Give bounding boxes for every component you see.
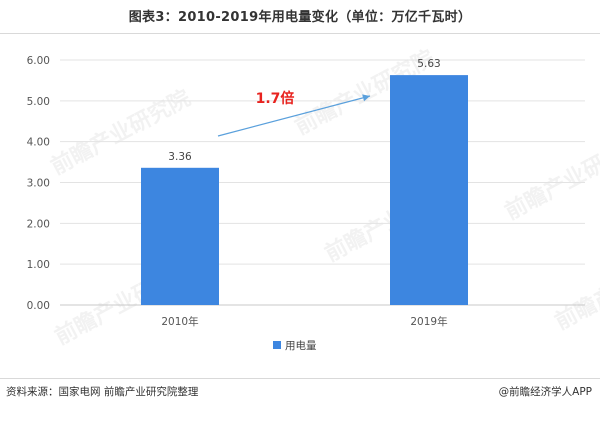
y-tick-label: 1.00 [27, 259, 50, 271]
brand-label: @前瞻经济学人APP [498, 386, 592, 398]
x-axis-ticks: 2010年 2019年 [161, 315, 447, 328]
grid-lines [60, 59, 585, 306]
legend: 用电量 [273, 339, 317, 352]
bar [390, 75, 468, 305]
legend-label: 用电量 [285, 339, 317, 352]
x-tick-label: 2019年 [410, 315, 447, 328]
bars-group [141, 75, 468, 305]
value-labels: 3.36 5.63 [168, 58, 440, 163]
y-tick-label: 2.00 [27, 218, 50, 230]
y-tick-label: 3.00 [27, 178, 50, 190]
arrow-line [217, 94, 371, 137]
watermark-text: 前瞻产业研究院 [551, 240, 600, 335]
growth-annotation: 1.7倍 [256, 90, 295, 107]
source-note: 资料来源：国家电网 前瞻产业研究院整理 [6, 386, 199, 398]
watermark-text: 前瞻产业研究院 [47, 85, 195, 180]
chart-title: 图表3：2010-2019年用电量变化（单位：万亿千瓦时） [128, 10, 472, 25]
y-tick-label: 4.00 [27, 137, 50, 149]
y-tick-label: 6.00 [27, 55, 50, 67]
footer: 资料来源：国家电网 前瞻产业研究院整理 @前瞻经济学人APP [0, 378, 600, 400]
y-axis-ticks: 0.00 1.00 2.00 3.00 4.00 5.00 6.00 [27, 55, 50, 312]
legend-swatch [273, 341, 281, 349]
y-tick-label: 0.00 [27, 300, 50, 312]
bar [141, 167, 219, 305]
title-divider [0, 33, 600, 34]
value-label: 3.36 [168, 151, 192, 163]
value-label: 5.63 [417, 58, 440, 70]
watermark-text: 前瞻产业研究院 [501, 130, 600, 225]
y-tick-label: 5.00 [27, 96, 50, 108]
growth-arrow: 1.7倍 [217, 90, 371, 137]
x-tick-label: 2010年 [161, 315, 198, 328]
footer-divider [0, 378, 600, 379]
